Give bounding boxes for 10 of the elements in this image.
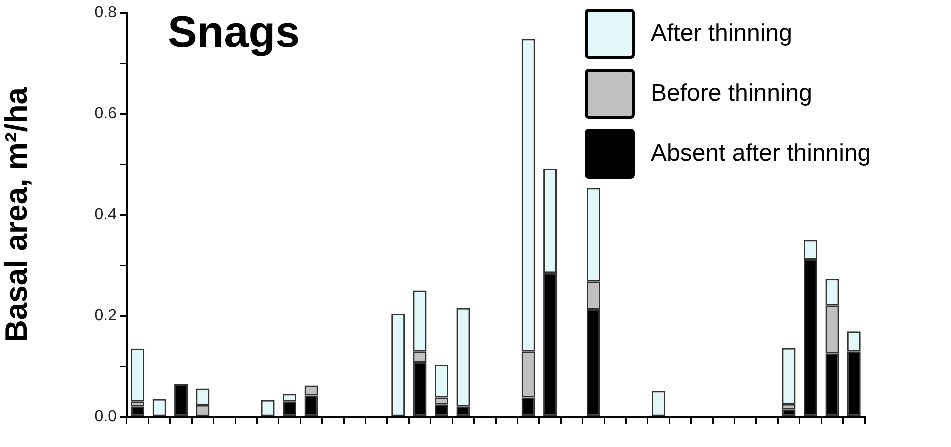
y-tick-label: 0.8 <box>94 4 118 22</box>
y-tick-label: 0.4 <box>94 206 118 224</box>
y-tick-label: 0.6 <box>94 105 118 122</box>
legend-label: After thinning <box>651 20 792 48</box>
y-tick-label: 0.2 <box>94 307 118 324</box>
chart-title: Snags <box>168 8 300 58</box>
y-axis-title: Basal area, m²/ha <box>0 86 34 343</box>
legend-label: Absent after thinning <box>651 140 872 168</box>
legend-label: Before thinning <box>651 80 812 108</box>
y-tick-label: 0.0 <box>94 408 118 426</box>
